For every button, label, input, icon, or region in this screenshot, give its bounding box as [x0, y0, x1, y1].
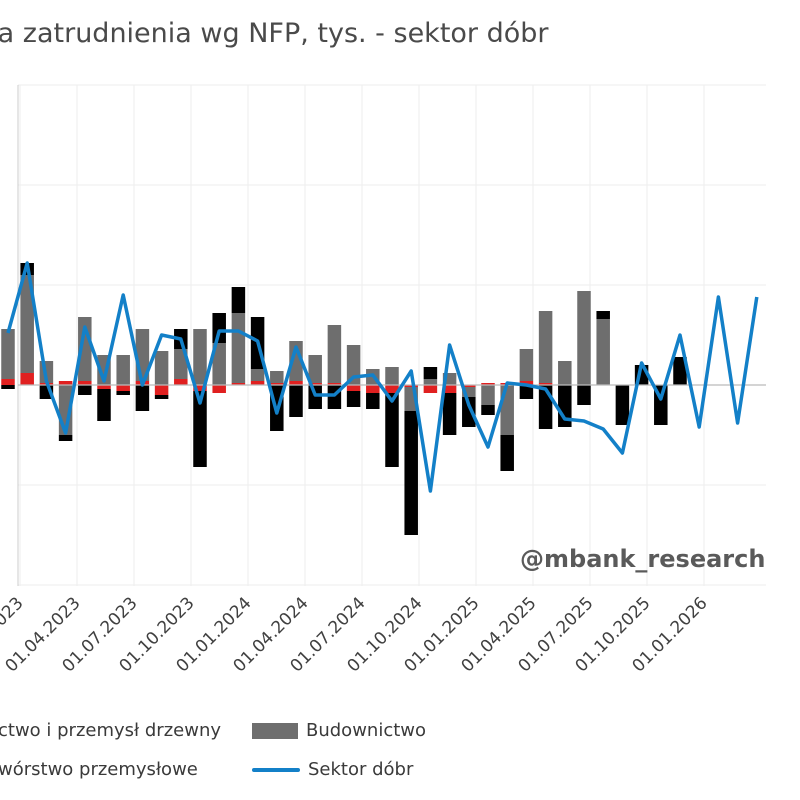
- bar-manufacturing-20: [385, 393, 399, 467]
- bar-manufacturing-32: [615, 385, 630, 425]
- bar-construction-31: [596, 319, 610, 385]
- bar-construction-30: [577, 291, 591, 385]
- bar-manufacturing-25: [481, 405, 495, 415]
- bar-mining-28: [538, 383, 553, 385]
- chart-title: ana zatrudnienia wg NFP, tys. - sektor d…: [0, 18, 549, 49]
- legend-goods: Sektor dóbr: [252, 759, 413, 780]
- bar-mining-22: [423, 385, 438, 393]
- bar-construction-24: [462, 387, 476, 397]
- bar-mining-19: [366, 385, 380, 393]
- bar-mining-3: [58, 381, 73, 385]
- bar-manufacturing-27: [519, 385, 534, 399]
- bar-manufacturing-24: [462, 397, 476, 427]
- bar-manufacturing-18: [346, 391, 361, 407]
- bar-mining-14: [270, 383, 284, 385]
- bar-mining-13: [250, 381, 265, 385]
- bar-construction-26: [500, 385, 514, 435]
- bar-construction-14: [270, 371, 284, 383]
- bar-mining-20: [385, 385, 399, 393]
- bar-manufacturing-3: [58, 435, 73, 441]
- bar-manufacturing-23: [442, 393, 457, 435]
- bar-manufacturing-15: [289, 385, 303, 417]
- bar-mining-4: [78, 381, 92, 385]
- bar-manufacturing-8: [154, 395, 169, 399]
- bar-mining-1: [20, 373, 34, 385]
- legend-goods-label: Sektor dóbr: [308, 759, 414, 780]
- bars: [1, 263, 687, 535]
- bar-construction-12: [231, 313, 246, 383]
- legend-manufacturing-label: wórstwo przemysłowe: [0, 759, 198, 780]
- bar-mining-23: [442, 385, 457, 393]
- bar-construction-13: [250, 369, 265, 381]
- bar-manufacturing-5: [97, 389, 111, 421]
- bar-construction-6: [116, 355, 130, 385]
- bar-mining-12: [231, 383, 246, 385]
- bar-construction-20: [385, 367, 399, 385]
- bar-construction-0: [1, 329, 15, 379]
- legend-goods-swatch: [252, 767, 300, 772]
- bar-mining-25: [481, 383, 495, 385]
- bar-manufacturing-0: [1, 385, 15, 389]
- bar-construction-10: [193, 329, 207, 385]
- bar-construction-28: [538, 311, 553, 383]
- bar-manufacturing-6: [116, 391, 130, 395]
- bar-construction-27: [519, 349, 534, 381]
- legend-construction-swatch: [252, 722, 298, 739]
- legend-mining-label: ctwo i przemysł drzewny: [0, 720, 222, 741]
- bar-mining-17: [327, 383, 342, 385]
- legend-manufacturing: wórstwo przemysłowe: [0, 759, 198, 780]
- bar-manufacturing-7: [135, 385, 150, 411]
- x-tick-label-0: 2023: [0, 593, 28, 638]
- bar-mining-9: [174, 379, 188, 385]
- bar-manufacturing-16: [308, 385, 322, 409]
- bar-manufacturing-19: [366, 393, 380, 409]
- bar-manufacturing-21: [404, 411, 418, 535]
- bar-construction-25: [481, 385, 495, 405]
- bar-construction-22: [423, 379, 438, 385]
- bar-manufacturing-12: [231, 287, 246, 313]
- bar-mining-16: [308, 383, 322, 385]
- watermark: @mbank_research: [520, 545, 766, 573]
- bar-mining-6: [116, 385, 130, 391]
- bar-manufacturing-4: [78, 385, 92, 395]
- bar-construction-1: [20, 275, 34, 373]
- x-tick-labels: 202301.04.202301.07.202301.10.202301.01.…: [0, 593, 712, 676]
- bar-construction-9: [174, 349, 188, 379]
- legend-construction-label: Budownictwo: [306, 720, 427, 741]
- bar-construction-29: [558, 361, 572, 385]
- bar-mining-27: [519, 381, 534, 385]
- bar-manufacturing-22: [423, 367, 438, 379]
- bar-manufacturing-31: [596, 311, 610, 319]
- bar-construction-8: [154, 351, 169, 385]
- bar-manufacturing-11: [212, 313, 226, 343]
- bar-mining-15: [289, 381, 303, 385]
- bar-mining-0: [1, 379, 15, 385]
- bar-manufacturing-30: [577, 385, 591, 405]
- bar-manufacturing-26: [500, 435, 514, 471]
- legend-construction: Budownictwo: [252, 720, 426, 741]
- goods-sector-line: [6, 261, 759, 493]
- bar-mining-8: [154, 385, 169, 395]
- bar-construction-17: [327, 325, 342, 383]
- bar-mining-24: [462, 385, 476, 387]
- bar-mining-11: [212, 385, 226, 393]
- bar-mining-10: [193, 385, 207, 391]
- bar-manufacturing-35: [673, 357, 687, 385]
- bar-mining-18: [346, 385, 361, 391]
- bar-manufacturing-10: [193, 391, 207, 467]
- bar-mining-21: [404, 385, 418, 387]
- bar-construction-11: [212, 343, 226, 385]
- legend-mining: ctwo i przemysł drzewny: [0, 720, 221, 741]
- bar-mining-5: [97, 385, 111, 389]
- bar-construction-16: [308, 355, 322, 383]
